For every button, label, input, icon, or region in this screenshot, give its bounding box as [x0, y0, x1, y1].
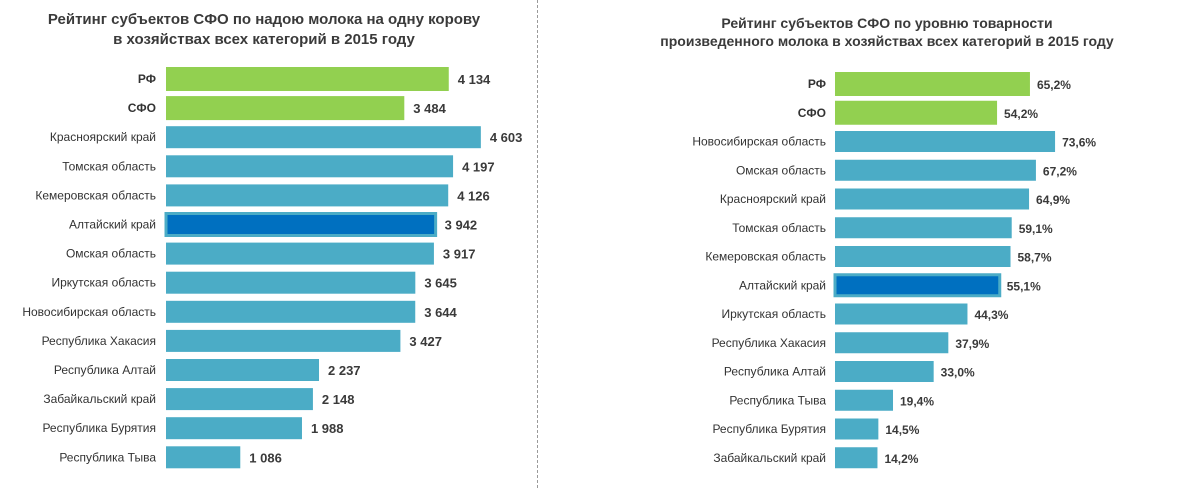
category-label: Омская область	[736, 163, 826, 177]
value-label: 4 197	[462, 159, 495, 174]
bar-region	[166, 417, 302, 440]
category-label: Томская область	[732, 221, 826, 235]
category-label: Республика Алтай	[724, 365, 826, 379]
value-label: 4 134	[458, 72, 491, 87]
category-label: РФ	[138, 72, 156, 86]
value-label: 64,9%	[1036, 193, 1070, 207]
bar-aggregate	[166, 67, 449, 91]
bar-aggregate	[835, 72, 1030, 96]
value-label: 55,1%	[1007, 279, 1041, 293]
value-label: 3 484	[413, 101, 446, 116]
value-label: 4 603	[490, 130, 523, 145]
value-label: 59,1%	[1019, 222, 1053, 236]
bar-region	[835, 332, 949, 354]
value-label: 2 148	[322, 392, 355, 407]
category-label: РФ	[808, 77, 826, 91]
value-label: 37,9%	[955, 337, 989, 351]
category-label: Новосибирская область	[22, 305, 156, 319]
bar-region	[166, 155, 454, 178]
category-label: Республика Хакасия	[42, 334, 156, 348]
value-label: 19,4%	[900, 394, 934, 408]
value-label: 3 645	[424, 276, 457, 291]
category-label: Новосибирская область	[692, 135, 826, 149]
category-label: Томская область	[62, 159, 156, 173]
value-label: 3 644	[424, 305, 457, 320]
bar-region	[835, 447, 878, 469]
category-label: СФО	[128, 101, 156, 115]
value-label: 1 988	[311, 421, 344, 436]
category-label: Республика Алтай	[54, 363, 156, 377]
bar-region	[166, 300, 416, 323]
category-label: Красноярский край	[720, 192, 826, 206]
value-label: 3 942	[445, 218, 478, 233]
bar-region	[166, 329, 401, 352]
bar-region	[835, 217, 1012, 239]
bar-region	[835, 361, 934, 382]
marketability-chart: Рейтинг субъектов СФО по уровню товарнос…	[660, 15, 1114, 469]
milk-yield-chart: Рейтинг субъектов СФО по надою молока на…	[22, 11, 523, 469]
bar-region	[166, 126, 481, 149]
category-label: СФО	[798, 106, 826, 120]
value-label: 33,0%	[941, 366, 975, 380]
bar-region	[835, 131, 1056, 152]
bar-region	[166, 359, 320, 381]
value-label: 2 237	[328, 363, 361, 378]
category-label: Забайкальский край	[43, 392, 156, 406]
value-label: 54,2%	[1004, 107, 1038, 121]
value-label: 73,6%	[1062, 136, 1096, 150]
bar-region	[835, 303, 968, 325]
category-label: Иркутская область	[722, 307, 827, 321]
bar-region	[835, 418, 879, 440]
value-label: 58,7%	[1018, 251, 1052, 265]
category-label: Кемеровская область	[35, 188, 156, 202]
category-label: Республика Тыва	[59, 450, 156, 464]
value-label: 1 086	[249, 450, 282, 465]
chart-title-line-1: Рейтинг субъектов СФО по уровню товарнос…	[721, 15, 1052, 31]
category-label: Алтайский край	[69, 218, 156, 232]
value-label: 3 917	[443, 247, 476, 262]
bar-region	[166, 271, 416, 294]
bar-group: РФ 65,2% СФО 54,2% Новосибирская область 73,6…	[692, 72, 1096, 469]
category-label: Красноярский край	[50, 130, 156, 144]
category-label: Республика Бурятия	[42, 421, 156, 435]
bar-highlight	[833, 273, 1002, 298]
category-label: Республика Хакасия	[712, 336, 826, 350]
bar-region	[166, 242, 434, 265]
value-label: 4 126	[457, 188, 490, 203]
value-label: 14,2%	[884, 452, 918, 466]
chart-title-line-2: произведенного молока в хозяйствах всех …	[660, 33, 1114, 49]
category-label: Иркутская область	[52, 276, 157, 290]
bar-aggregate	[166, 96, 405, 121]
bar-region	[166, 184, 449, 207]
bar-region	[166, 388, 313, 411]
category-label: Кемеровская область	[705, 250, 826, 264]
chart-title-line-1: Рейтинг субъектов СФО по надою молока на…	[48, 11, 481, 28]
bar-region	[835, 246, 1011, 267]
value-label: 67,2%	[1043, 164, 1077, 178]
category-label: Республика Бурятия	[712, 422, 826, 436]
category-label: Алтайский край	[739, 278, 826, 292]
bar-highlight	[164, 212, 438, 237]
bar-region	[835, 389, 894, 411]
chart-divider	[537, 0, 538, 488]
value-label: 3 427	[409, 334, 442, 349]
chart-title-line-2: в хозяйствах всех категорий в 2015 году	[113, 31, 415, 48]
category-label: Забайкальский край	[713, 451, 826, 465]
bar-region	[166, 446, 241, 469]
category-label: Республика Тыва	[729, 393, 826, 407]
category-label: Омская область	[66, 247, 156, 261]
bar-region	[835, 159, 1036, 181]
bar-aggregate	[835, 100, 998, 125]
bar-region	[835, 188, 1030, 210]
value-label: 65,2%	[1037, 78, 1071, 92]
value-label: 14,5%	[885, 423, 919, 437]
value-label: 44,3%	[974, 308, 1008, 322]
bar-group: РФ 4 134 СФО 3 484 Красноярский край 4 603 Том…	[22, 67, 523, 469]
